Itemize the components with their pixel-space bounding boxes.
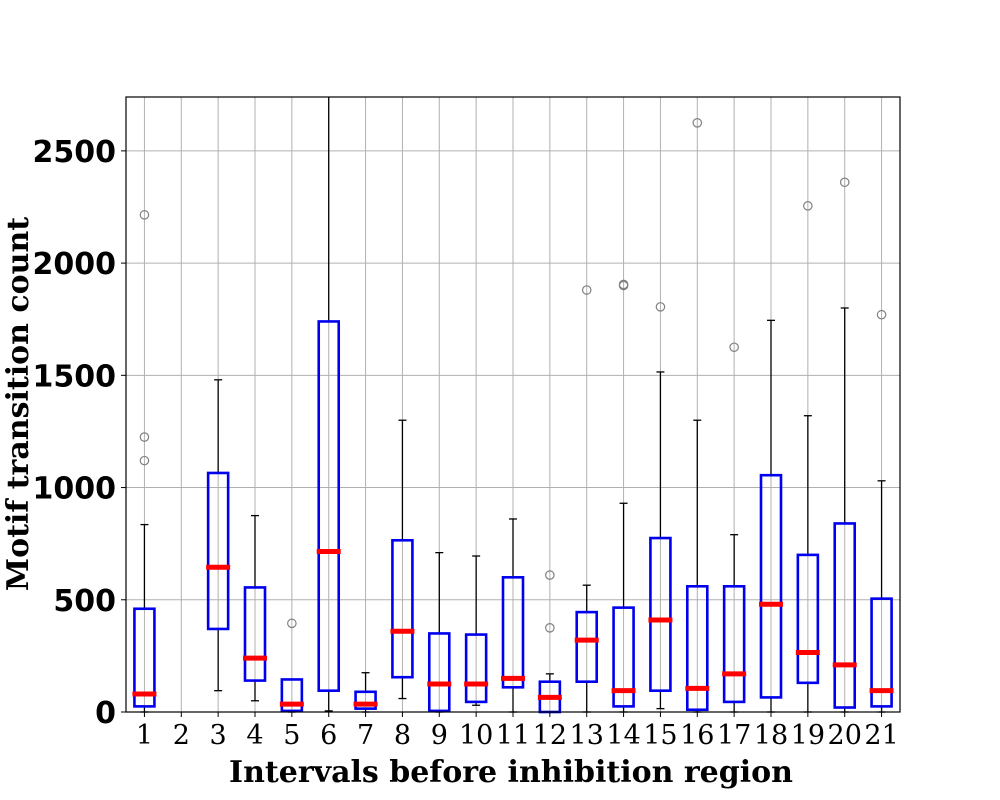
- iqr-box: [427, 632, 451, 713]
- box-3: [206, 379, 231, 692]
- x-axis-ticks: 1 2 3 4 5 6 7 8 9 10 11 12 13 14 15 16 17 18 19 20 21: [136, 712, 899, 751]
- iqr-box: [354, 690, 377, 710]
- iqr-box: [391, 538, 414, 679]
- y-tick-label: 2000: [33, 247, 117, 282]
- box-7: [353, 672, 378, 713]
- x-tick-label: 4: [246, 720, 263, 751]
- box-6: [316, 97, 341, 712]
- y-tick-label: 2500: [33, 135, 117, 170]
- box-18: [759, 319, 783, 713]
- iqr-box: [575, 610, 599, 683]
- outlier-point: [139, 432, 150, 442]
- x-tick-label: 13: [570, 720, 604, 751]
- x-tick-label: 10: [459, 720, 493, 751]
- iqr-box: [133, 607, 156, 708]
- outlier-point: [545, 623, 555, 633]
- grid-lines: [126, 97, 900, 713]
- iqr-box: [280, 678, 304, 713]
- x-tick-label: 19: [791, 720, 825, 751]
- iqr-box: [722, 585, 746, 704]
- box-15: [648, 302, 673, 710]
- outlier-point: [839, 177, 850, 188]
- x-tick-label: 18: [754, 720, 788, 751]
- box-8: [390, 419, 415, 700]
- iqr-box: [206, 471, 230, 631]
- outlier-point: [545, 570, 555, 580]
- x-tick-label: 1: [136, 720, 153, 751]
- x-axis-label: Intervals before inhibition region: [229, 755, 793, 790]
- outlier-point: [729, 342, 739, 353]
- box-20: [832, 177, 857, 713]
- x-tick-label: 7: [357, 720, 374, 751]
- iqr-box: [501, 576, 525, 689]
- iqr-box: [833, 522, 857, 709]
- y-tick-label: 500: [53, 584, 116, 619]
- x-tick-label: 3: [210, 720, 227, 751]
- outlier-point: [876, 309, 887, 320]
- outlier-point: [139, 210, 150, 220]
- iqr-box: [685, 585, 709, 712]
- box-11: [501, 518, 525, 713]
- box-9: [427, 551, 452, 713]
- x-tick-label: 20: [828, 720, 862, 751]
- x-tick-label: 2: [173, 720, 190, 751]
- iqr-box: [464, 633, 488, 704]
- box-17: [722, 342, 747, 713]
- x-tick-label: 21: [864, 720, 898, 751]
- iqr-box: [612, 606, 635, 708]
- x-tick-label: 12: [533, 720, 567, 751]
- x-tick-label: 14: [606, 720, 640, 751]
- outlier-point: [803, 201, 813, 211]
- box-10: [464, 555, 489, 706]
- x-tick-label: 17: [717, 720, 751, 751]
- x-tick-label: 15: [643, 720, 677, 751]
- x-tick-label: 6: [320, 720, 337, 751]
- x-tick-label: 8: [394, 720, 411, 751]
- y-axis-ticks: 0 500 1000 1500 2000 2500: [33, 135, 126, 731]
- outlier-point: [581, 285, 592, 295]
- box-21: [869, 309, 894, 713]
- y-axis-label: Motif transition count: [1, 217, 36, 591]
- iqr-box: [759, 473, 783, 699]
- outlier-point: [692, 118, 703, 128]
- box-13: [574, 285, 599, 713]
- outlier-point: [655, 302, 666, 312]
- y-tick-label: 0: [95, 696, 116, 731]
- x-tick-label: 9: [431, 720, 448, 751]
- outlier-point: [139, 455, 150, 466]
- iqr-box: [649, 536, 672, 692]
- box-19: [795, 201, 820, 713]
- box-series: [132, 97, 894, 714]
- iqr-box: [796, 553, 820, 685]
- iqr-box: [870, 597, 893, 708]
- x-tick-label: 11: [496, 720, 530, 751]
- box-14: [611, 279, 636, 713]
- iqr-box: [243, 586, 267, 682]
- outlier-point: [287, 618, 297, 629]
- y-tick-label: 1500: [33, 359, 117, 394]
- x-tick-label: 5: [283, 720, 300, 751]
- outlier-point: [618, 279, 629, 290]
- iqr-box: [317, 320, 341, 692]
- x-tick-label: 16: [680, 720, 714, 751]
- box-4: [243, 514, 267, 702]
- y-tick-label: 1000: [33, 472, 117, 507]
